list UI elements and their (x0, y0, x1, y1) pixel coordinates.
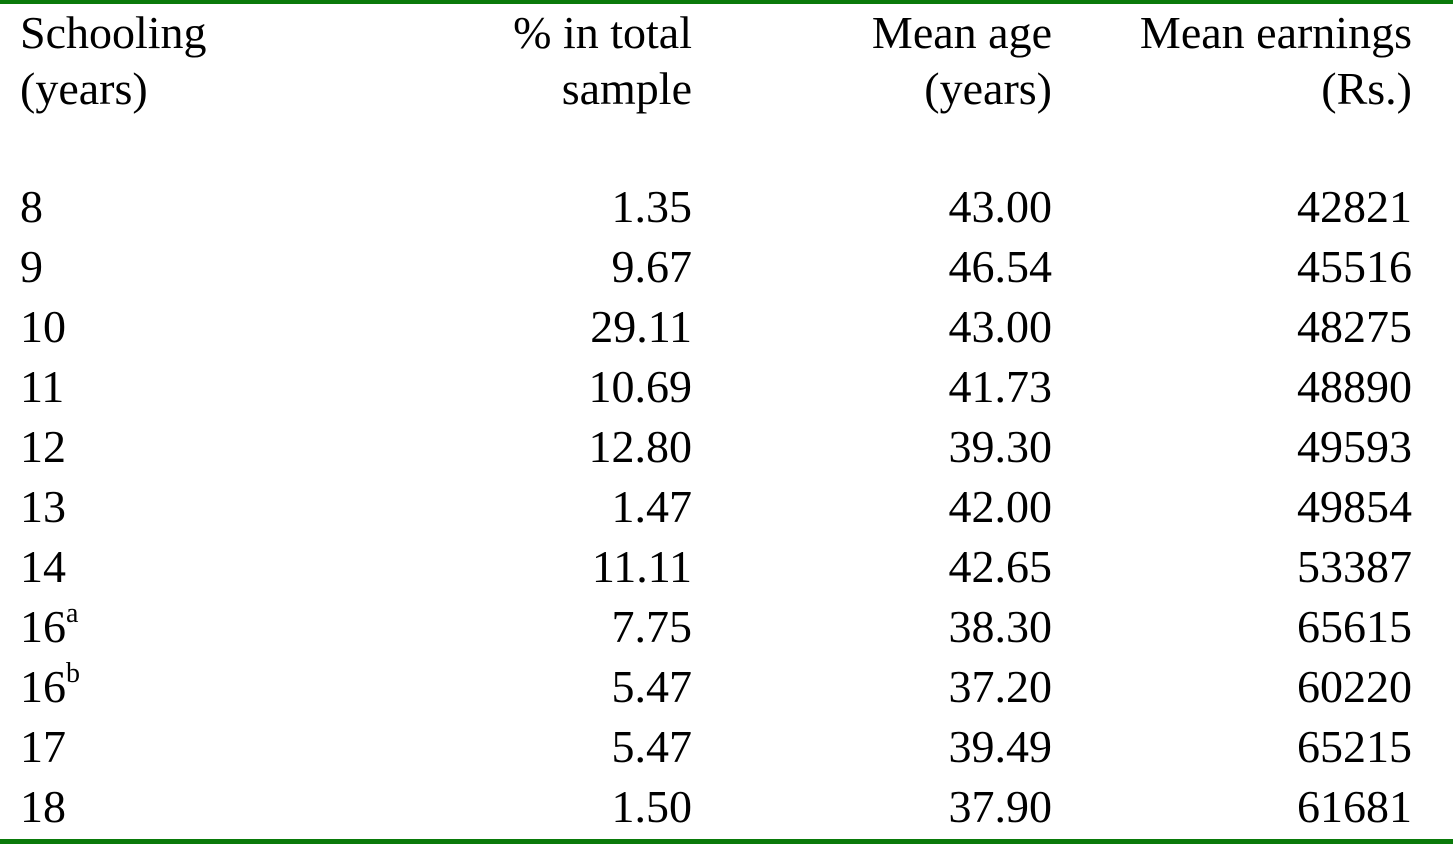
data-cell: 29.11 (590, 301, 692, 352)
row-label-text: 11 (20, 361, 65, 412)
header-cell: % in total (513, 7, 692, 58)
data-cell: 39.49 (948, 721, 1053, 772)
data-cell: 48890 (1297, 361, 1412, 412)
header-cell: Schooling (20, 7, 207, 58)
data-cell: 48275 (1297, 301, 1412, 352)
row-label-text: 12 (20, 421, 66, 472)
data-cell: 5.47 (611, 661, 693, 712)
header-cell: Mean age (871, 7, 1052, 58)
data-cell: 1.35 (611, 181, 693, 232)
header-cell: (Rs.) (1321, 63, 1412, 114)
header-cell: (years) (20, 63, 148, 114)
row-label-text: 9 (20, 241, 43, 292)
row-label: 11 (20, 364, 64, 410)
data-cell: 49854 (1297, 481, 1412, 532)
row-label-text: 16 (20, 601, 66, 652)
row-label: 16b (20, 660, 80, 712)
data-cell: 60220 (1297, 661, 1412, 712)
top-rule (0, 0, 1453, 4)
data-cell: 61681 (1297, 781, 1412, 832)
row-label: 8 (20, 184, 43, 230)
header-cell: (years) (924, 63, 1052, 114)
data-cell: 37.20 (948, 661, 1053, 712)
row-label: 14 (20, 544, 66, 590)
row-label-text: 18 (20, 781, 66, 832)
row-label: 16a (20, 600, 78, 652)
data-cell: 65215 (1297, 721, 1412, 772)
data-cell: 49593 (1297, 421, 1412, 472)
data-cell: 5.47 (611, 721, 693, 772)
data-cell: 12.80 (588, 421, 693, 472)
row-label-text: 16 (20, 661, 66, 712)
data-cell: 53387 (1297, 541, 1412, 592)
row-label-text: 14 (20, 541, 66, 592)
header-cell: Mean earnings (1139, 7, 1412, 58)
data-cell: 9.67 (611, 241, 693, 292)
row-label-text: 13 (20, 481, 66, 532)
row-label: 18 (20, 784, 66, 830)
row-label: 9 (20, 244, 43, 290)
data-cell: 42.65 (948, 541, 1053, 592)
row-label-text: 8 (20, 181, 43, 232)
row-label: 12 (20, 424, 66, 470)
footnote-marker: a (66, 598, 79, 629)
footnote-marker: b (66, 658, 80, 689)
row-label-text: 17 (20, 721, 66, 772)
data-cell: 43.00 (948, 301, 1053, 352)
data-cell: 65615 (1297, 601, 1412, 652)
data-cell: 1.50 (611, 781, 693, 832)
data-cell: 45516 (1297, 241, 1412, 292)
bottom-rule (0, 839, 1453, 844)
data-cell: 43.00 (948, 181, 1053, 232)
row-label: 13 (20, 484, 66, 530)
data-cell: 46.54 (948, 241, 1053, 292)
data-cell: 42.00 (948, 481, 1053, 532)
data-cell: 7.75 (611, 601, 693, 652)
header-cell: sample (561, 63, 692, 114)
row-label: 17 (20, 724, 66, 770)
row-label: 10 (20, 304, 66, 350)
data-cell: 41.73 (948, 361, 1053, 412)
data-cell: 10.69 (588, 361, 693, 412)
data-cell: 37.90 (948, 781, 1053, 832)
data-cell: 1.47 (611, 481, 693, 532)
data-cell: 42821 (1297, 181, 1412, 232)
data-cell: 39.30 (948, 421, 1053, 472)
row-label-text: 10 (20, 301, 66, 352)
data-cell: 38.30 (948, 601, 1053, 652)
data-cell: 11.11 (591, 541, 692, 592)
